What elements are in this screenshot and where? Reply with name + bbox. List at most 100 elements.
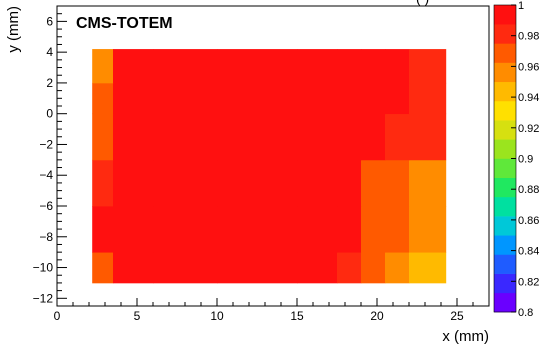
heatmap-cell bbox=[385, 49, 410, 84]
color-scale-band bbox=[494, 254, 516, 274]
y-tick-label: 2 bbox=[46, 76, 53, 90]
x-axis-label: x (mm) bbox=[442, 328, 489, 345]
color-scale-band bbox=[494, 158, 516, 178]
heatmap-cell bbox=[361, 159, 386, 207]
heatmap-cell bbox=[361, 82, 386, 115]
heatmap-cell bbox=[361, 113, 386, 161]
heatmap-cell bbox=[297, 159, 338, 207]
color-scale-tick-label: 1 bbox=[518, 0, 524, 12]
x-tick-label: 15 bbox=[290, 309, 304, 323]
heatmap-cell bbox=[409, 159, 447, 207]
heatmap-cell bbox=[337, 206, 362, 253]
heatmap-cell bbox=[92, 159, 114, 207]
heatmap-cell bbox=[337, 82, 362, 115]
x-tick-label: 10 bbox=[210, 309, 224, 323]
x-tick-label: 0 bbox=[54, 309, 61, 323]
color-scale-band bbox=[494, 196, 516, 217]
heatmap-cell bbox=[297, 252, 338, 284]
color-scale-band bbox=[494, 100, 516, 121]
y-tick-label: −4 bbox=[39, 168, 53, 182]
heatmap-cell bbox=[113, 113, 154, 161]
heatmap-cell bbox=[361, 206, 386, 253]
color-scale-tick-label: 0.98 bbox=[518, 31, 539, 43]
y-tick-label: 0 bbox=[46, 107, 53, 121]
heatmap-cell bbox=[92, 82, 114, 115]
heatmap-cell bbox=[153, 252, 218, 284]
heatmap-cell bbox=[217, 113, 298, 161]
heatmap-cells bbox=[92, 49, 447, 284]
y-tick-label: −10 bbox=[33, 261, 54, 275]
heatmap-cell bbox=[337, 159, 362, 207]
heatmap-cell bbox=[409, 82, 447, 115]
top-right-partial-label: ( ) bbox=[416, 0, 429, 6]
color-scale-tick-label: 0.9 bbox=[518, 154, 533, 166]
heatmap-cell bbox=[409, 113, 447, 161]
color-scale-band bbox=[494, 177, 516, 198]
color-scale-tick-label: 0.92 bbox=[518, 123, 539, 135]
heatmap-cell bbox=[297, 49, 338, 84]
heatmap-cell bbox=[409, 206, 447, 253]
x-tick-label: 5 bbox=[134, 309, 141, 323]
color-scale-band bbox=[494, 235, 516, 255]
heatmap-cell bbox=[153, 82, 218, 115]
heatmap-cell bbox=[217, 206, 298, 253]
color-scale-band bbox=[494, 24, 516, 44]
y-axis-label: y (mm) bbox=[5, 6, 22, 53]
heatmap-cell bbox=[153, 159, 218, 207]
y-axis-ticks: −12 −10 −8 −6 −4 −2 0 2 4 6 bbox=[33, 5, 67, 307]
color-scale-band bbox=[494, 139, 516, 159]
y-tick-label: −12 bbox=[33, 291, 54, 305]
y-tick-label: −2 bbox=[39, 137, 53, 151]
heatmap-cell bbox=[153, 206, 218, 253]
heatmap-cell bbox=[337, 252, 362, 284]
color-scale-band bbox=[494, 216, 516, 236]
heatmap-cell bbox=[385, 113, 410, 161]
color-scale-tick-label: 0.88 bbox=[518, 184, 539, 196]
heatmap-cell bbox=[113, 49, 154, 84]
heatmap-cell bbox=[297, 82, 338, 115]
heatmap-cell bbox=[385, 252, 410, 284]
color-scale-tick-label: 0.86 bbox=[518, 215, 539, 227]
heatmap-cell bbox=[153, 49, 218, 84]
heatmap-cell bbox=[385, 206, 410, 253]
color-scale-tick-label: 0.82 bbox=[518, 276, 539, 288]
heatmap-cell bbox=[409, 49, 447, 84]
heatmap-cell bbox=[113, 159, 154, 207]
color-scale-tick-label: 0.84 bbox=[518, 246, 539, 258]
color-scale-band bbox=[494, 292, 516, 313]
heatmap-cell bbox=[217, 252, 298, 284]
color-scale-band bbox=[494, 43, 516, 63]
color-scale-tick-label: 0.8 bbox=[518, 307, 533, 319]
color-scale-band bbox=[494, 62, 516, 83]
color-scale-bar bbox=[493, 4, 517, 313]
heatmap-cell bbox=[217, 49, 298, 84]
y-tick-label: 4 bbox=[46, 45, 53, 59]
color-scale-band bbox=[494, 120, 516, 140]
x-axis-ticks: 0 5 10 15 20 25 bbox=[54, 298, 490, 323]
color-scale-band bbox=[494, 273, 516, 294]
heatmap-cell bbox=[153, 113, 218, 161]
color-scale-tick-label: 0.94 bbox=[518, 92, 539, 104]
heatmap-cell bbox=[217, 82, 298, 115]
heatmap-cell bbox=[385, 159, 410, 207]
heatmap-cell bbox=[297, 206, 338, 253]
heatmap-cell bbox=[113, 82, 154, 115]
color-scale-band bbox=[494, 5, 516, 25]
heatmap-cell bbox=[92, 252, 114, 284]
heatmap-cell bbox=[113, 252, 154, 284]
heatmap-cell bbox=[337, 49, 362, 84]
heatmap-cell bbox=[361, 252, 386, 284]
x-tick-label: 25 bbox=[450, 309, 464, 323]
heatmap-cell bbox=[217, 159, 298, 207]
x-tick-label: 20 bbox=[370, 309, 384, 323]
heatmap-cell bbox=[337, 113, 362, 161]
color-scale-band bbox=[494, 81, 516, 102]
heatmap-cell bbox=[113, 206, 154, 253]
y-tick-label: −6 bbox=[39, 199, 53, 213]
heatmap-cell bbox=[92, 113, 114, 161]
y-tick-label: 6 bbox=[46, 14, 53, 28]
heatmap-cell bbox=[297, 113, 338, 161]
heatmap-cell bbox=[409, 252, 447, 284]
heatmap-cell bbox=[385, 82, 410, 115]
